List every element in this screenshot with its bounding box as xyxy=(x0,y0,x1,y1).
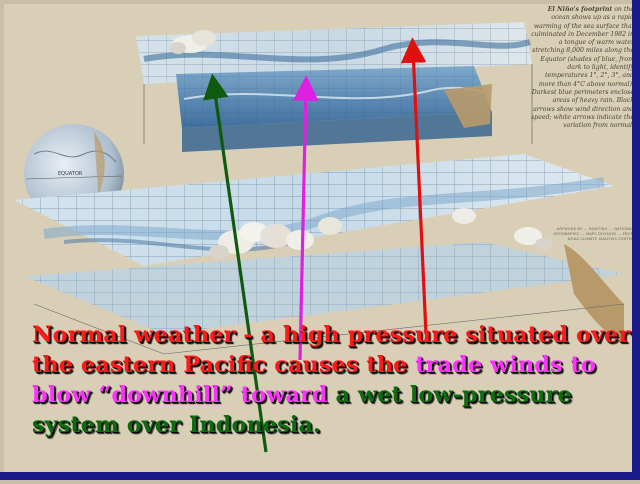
globe-equator-label: EQUATOR xyxy=(58,171,83,177)
el-nino-sidenote: El Niño's footprint on the ocean shows u… xyxy=(530,6,634,130)
slide-border-bottom xyxy=(0,472,640,480)
slide-border-right xyxy=(632,0,640,480)
diagram-frame: EQUATOR xyxy=(4,4,636,476)
artwork-credit: ARTWORK BY ... PAINTING ... NATIONAL GEO… xyxy=(550,227,634,241)
sidenote-body: on the ocean shows up as a rapid warming… xyxy=(531,6,634,129)
ocean-block-layer xyxy=(144,64,532,152)
sidenote-heading: El Niño's footprint xyxy=(548,6,612,13)
caption-text: Normal weather - a high pressure situate… xyxy=(32,320,632,440)
